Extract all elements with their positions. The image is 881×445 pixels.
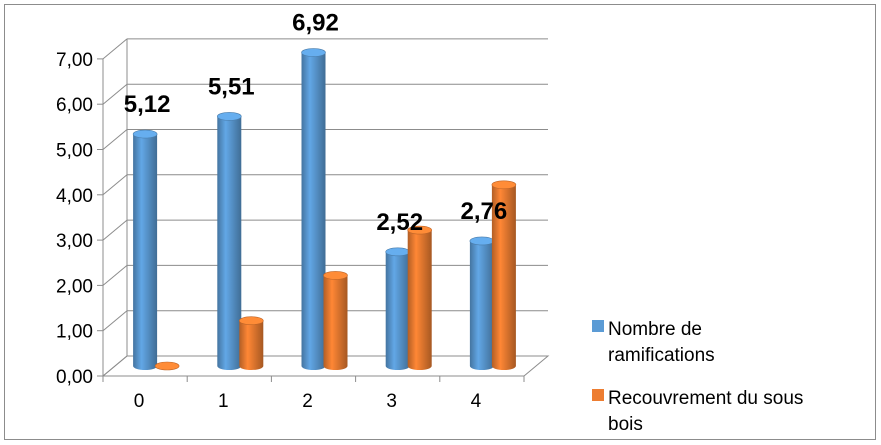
y-tick-label: 4,00 [56,186,93,207]
gridline-side [102,129,128,150]
legend-item: Nombre de ramifications [592,319,715,366]
data-label: 2,52 [376,209,423,236]
bars [132,48,517,371]
bar-body [407,230,432,370]
gridline-side [102,83,128,105]
tick-labels: 0,00 1,00 2,00 3,00 4,00 5,00 6,00 7,00 0 1 2 3 4 [56,50,482,412]
bar-recouvrement [407,225,433,370]
bar-body [385,251,410,370]
bar-top [154,361,180,371]
gridline-side [102,38,128,60]
bar-top [385,247,411,257]
y-tick-label: 1,00 [56,322,93,343]
y-tick-label: 0,00 [56,367,93,388]
bar-top [491,180,517,190]
y-tick-label: 2,00 [56,276,93,297]
legend-label: Recouvrement du sous [608,388,803,409]
bar-ramifications [385,247,411,370]
data-label: 6,92 [292,10,339,37]
data-label: 5,51 [208,73,255,100]
x-tick-label: 0 [134,391,145,412]
x-tick-label: 4 [471,391,482,412]
bar-body [323,275,348,370]
bar-body [469,240,494,370]
legend-label: bois [608,414,643,435]
y-tick-label: 7,00 [56,50,93,71]
gridline-side [102,219,128,241]
x-tick-label: 2 [302,391,313,412]
bar-body [491,184,516,370]
bar-ramifications [469,236,495,370]
bar-ramifications [301,48,326,371]
bar-recouvrement [491,180,517,370]
axes [97,38,550,382]
bar-top [301,48,326,57]
bar-top [469,236,495,246]
y-tick-label: 5,00 [56,141,93,162]
bar-body [217,116,242,370]
legend: Nombre de ramifications Recouvrement du so… [592,319,803,435]
bar-top [239,316,264,326]
bar-ramifications [217,112,242,370]
y-tick-label: 6,00 [56,95,93,116]
chart-floor [101,355,550,377]
bar-top [132,129,158,139]
bar-top [323,271,348,280]
bar-ramifications [132,129,158,370]
gridline-side [102,174,128,196]
legend-label: ramifications [608,345,715,366]
legend-label: Nombre de [608,319,702,340]
legend-item: Recouvrement du sous bois [592,388,803,435]
data-label: 5,12 [124,91,171,118]
x-tick-label: 1 [218,391,229,412]
bar-body [239,320,264,370]
gridline-side [102,310,128,332]
bar-top [217,112,242,121]
bar-recouvrement [154,361,180,371]
legend-swatch [592,320,604,332]
y-tick-label: 3,00 [56,231,93,252]
bar-recouvrement [239,316,264,370]
gridline-side [102,265,128,286]
bar-body [301,52,326,371]
bar-recouvrement [323,271,348,370]
legend-swatch [592,389,604,401]
data-labels: 5,12 5,51 6,92 2,52 2,76 [124,10,508,236]
bar-body [133,134,158,370]
bar-top [407,225,433,235]
data-label: 2,76 [461,198,508,225]
x-tick-label: 3 [386,391,397,412]
